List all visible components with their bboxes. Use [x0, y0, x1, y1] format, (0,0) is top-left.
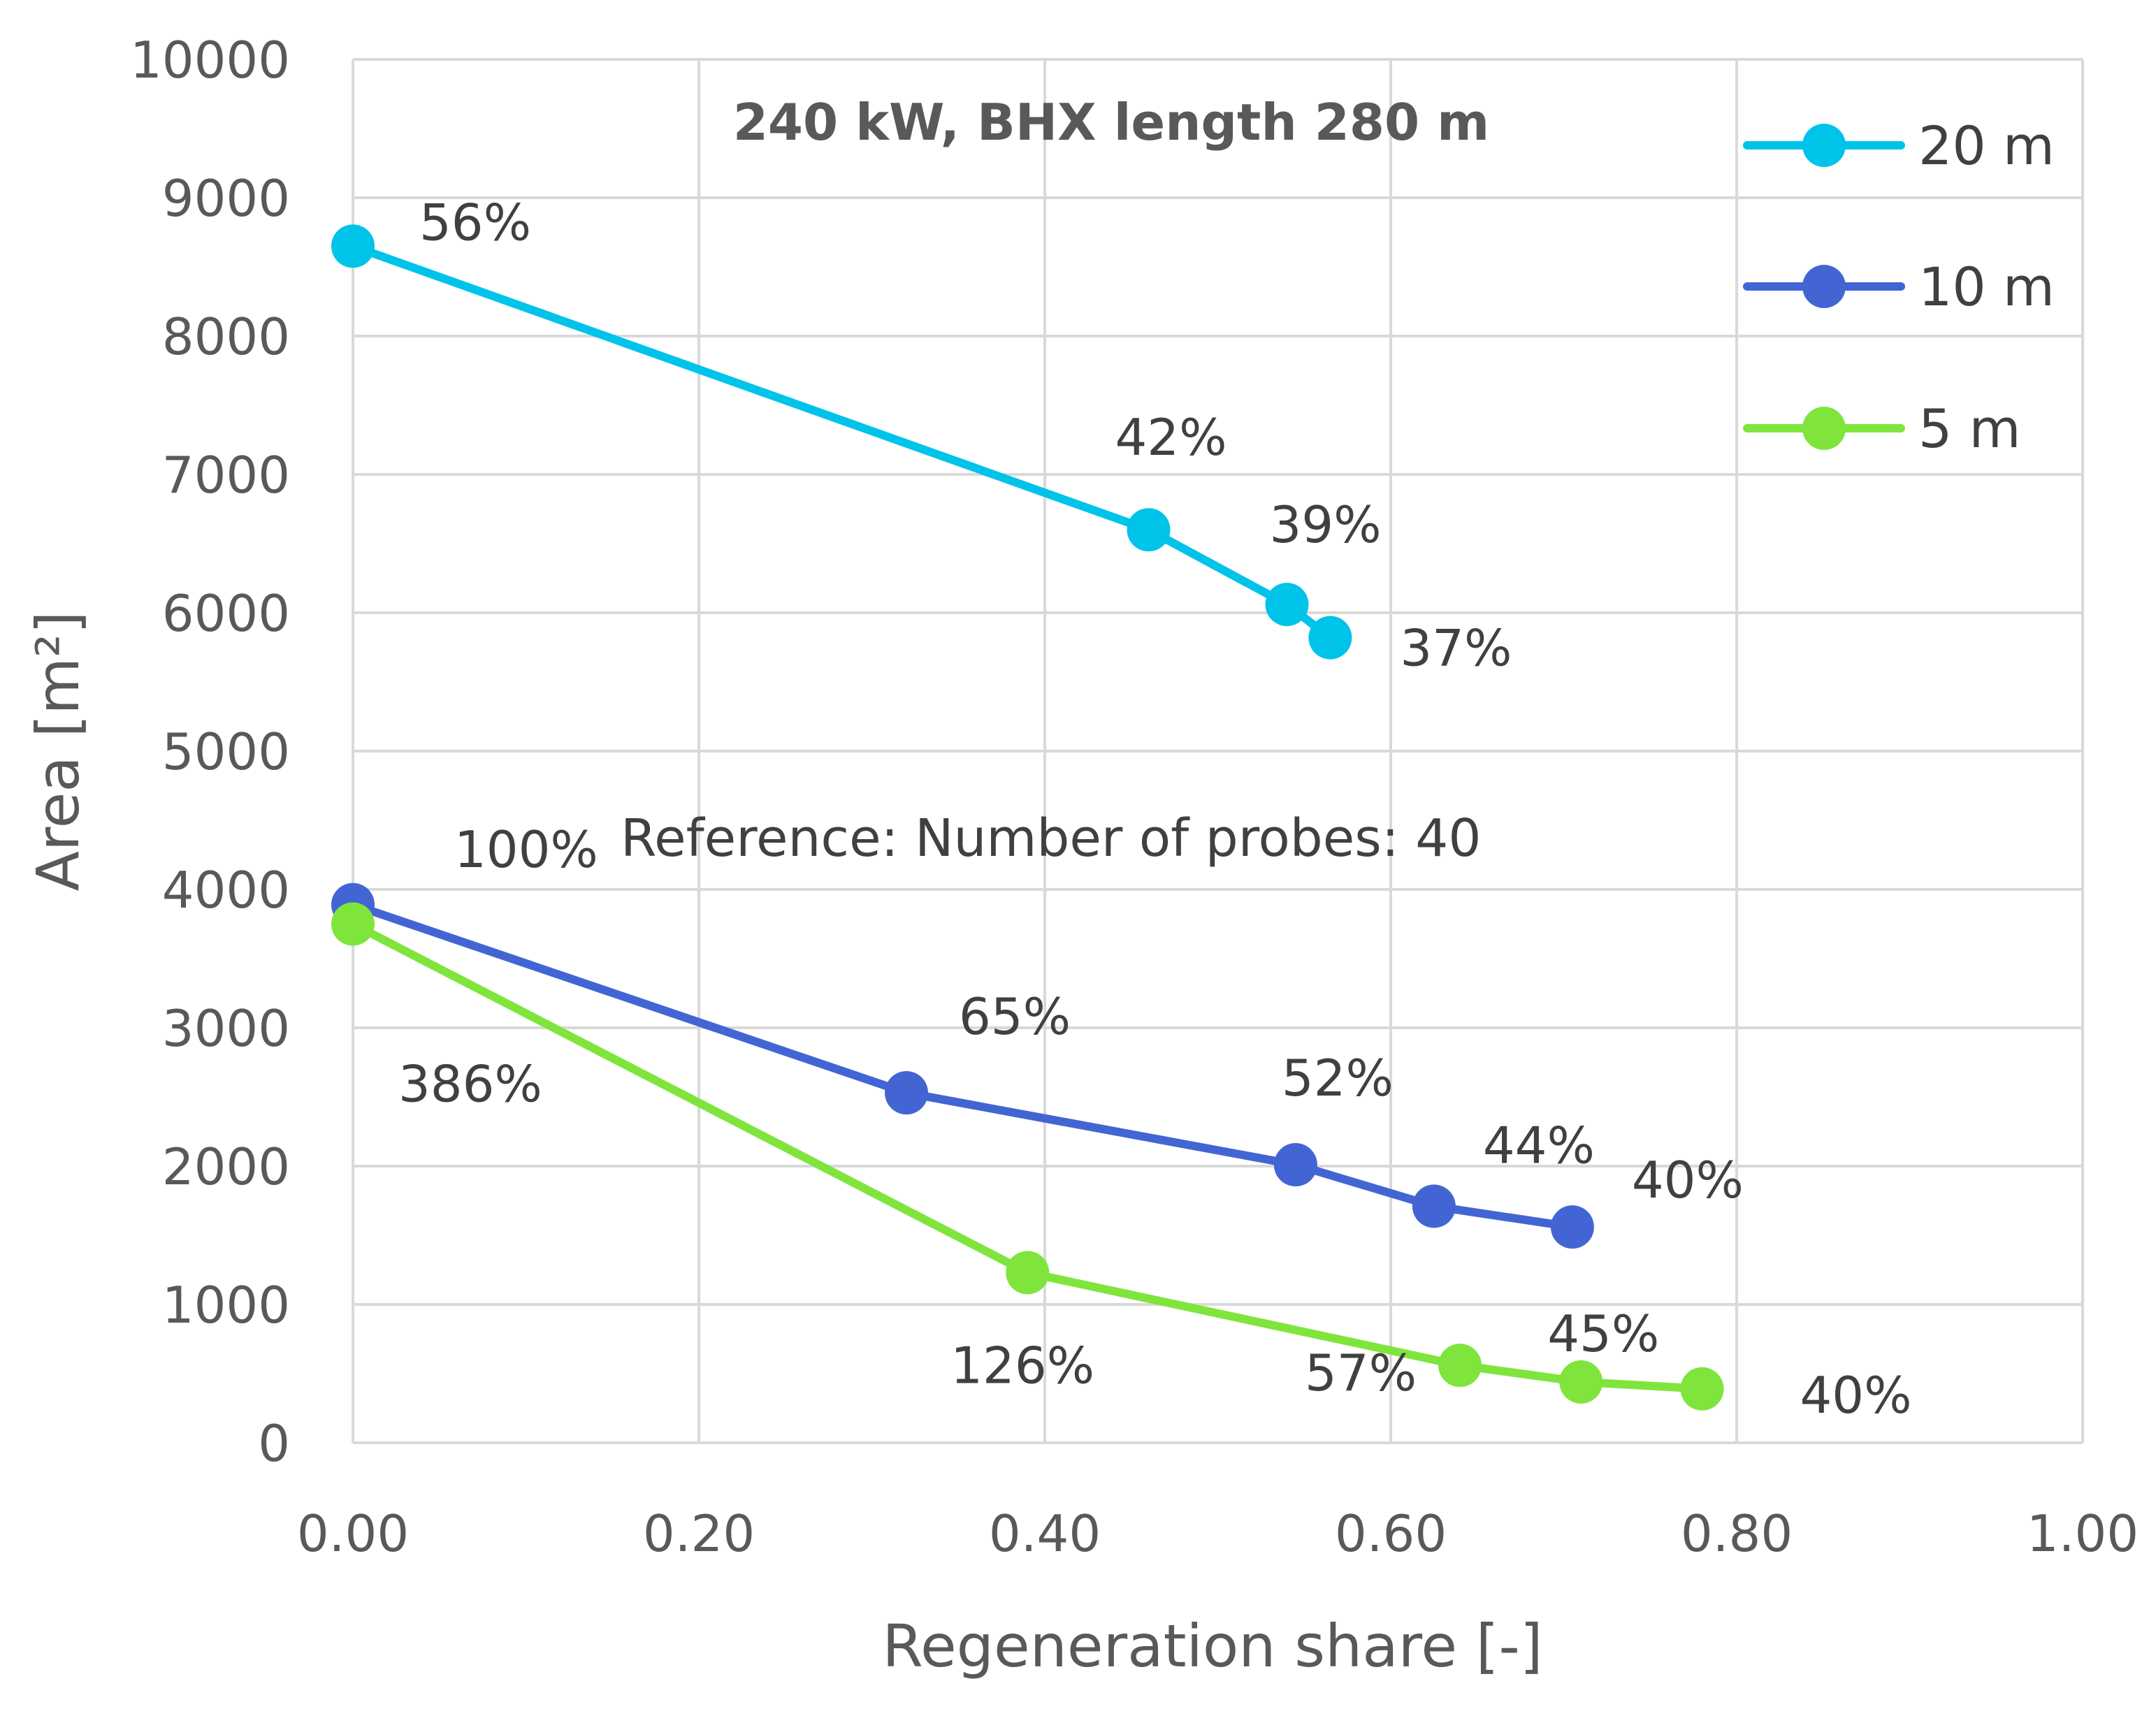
series-group — [331, 224, 1724, 1411]
data-label: 57% — [1305, 1344, 1417, 1402]
data-point — [1265, 583, 1309, 627]
data-point — [331, 902, 375, 946]
data-label: 37% — [1400, 619, 1512, 678]
data-label: 42% — [1115, 408, 1227, 467]
legend: 20 m 10 m 5 m — [1743, 115, 2055, 460]
chart-title: 240 kW, BHX length 280 m — [733, 93, 1489, 152]
data-label: 40% — [1632, 1151, 1744, 1209]
legend-label: 10 m — [1918, 256, 2055, 318]
y-tick-label: 2000 — [162, 1137, 290, 1196]
data-label: 100% — [454, 820, 598, 879]
y-tick-label: 10000 — [130, 31, 290, 89]
x-axis-title: Regeneration share [-] — [882, 1612, 1542, 1680]
x-tick-label: 0.20 — [643, 1504, 755, 1563]
y-tick-label: 7000 — [162, 446, 290, 504]
data-label: 39% — [1270, 495, 1382, 554]
y-tick-label: 8000 — [162, 307, 290, 366]
data-point — [1308, 616, 1352, 660]
y-tick-label: 0 — [258, 1414, 290, 1473]
data-point — [1550, 1205, 1594, 1249]
y-tick-label: 6000 — [162, 584, 290, 643]
x-tick-label: 1.00 — [2027, 1504, 2139, 1563]
y-tick-label: 4000 — [162, 861, 290, 919]
legend-label: 20 m — [1918, 115, 2055, 177]
x-tick-label: 0.60 — [1335, 1504, 1447, 1563]
legend-swatch-marker — [1802, 124, 1846, 167]
data-point — [1438, 1344, 1482, 1388]
data-label: 56% — [419, 193, 531, 252]
data-labels: 56% 42% 39% 37% 100% 65% 52% 44% 40% 386% 126% 57% 4… — [398, 193, 1912, 1424]
data-label: 126% — [950, 1336, 1094, 1395]
data-point — [331, 224, 375, 268]
data-point — [1559, 1360, 1603, 1404]
x-tick-label: 0.40 — [989, 1504, 1101, 1563]
y-axis-title: Area [m²] — [24, 611, 92, 891]
tick-labels: 0 1000 2000 3000 4000 5000 6000 7000 8000 9000 100… — [130, 31, 2139, 1563]
legend-swatch-marker — [1802, 265, 1846, 308]
data-label: 44% — [1483, 1116, 1595, 1175]
data-label: 40% — [1800, 1366, 1912, 1425]
x-tick-label: 0.00 — [297, 1504, 409, 1563]
data-point — [1412, 1184, 1456, 1228]
data-point — [1006, 1251, 1050, 1295]
data-point — [1273, 1143, 1317, 1187]
data-point — [885, 1071, 928, 1115]
legend-swatch-marker — [1802, 407, 1846, 450]
y-tick-label: 5000 — [162, 722, 290, 781]
data-label: 65% — [959, 987, 1071, 1046]
data-label: 386% — [398, 1055, 542, 1114]
data-label: 52% — [1282, 1049, 1394, 1107]
y-tick-label: 3000 — [162, 999, 290, 1058]
series-line-0 — [349, 242, 1335, 642]
reference-annotation: Reference: Number of probes: 40 — [621, 808, 1481, 868]
x-tick-label: 0.80 — [1681, 1504, 1793, 1563]
y-tick-label: 1000 — [162, 1276, 290, 1335]
data-point — [1127, 508, 1171, 552]
y-tick-label: 9000 — [162, 169, 290, 228]
data-label: 45% — [1547, 1304, 1659, 1363]
data-point — [1680, 1367, 1724, 1411]
legend-label: 5 m — [1918, 398, 2021, 460]
grid — [352, 58, 2084, 1444]
